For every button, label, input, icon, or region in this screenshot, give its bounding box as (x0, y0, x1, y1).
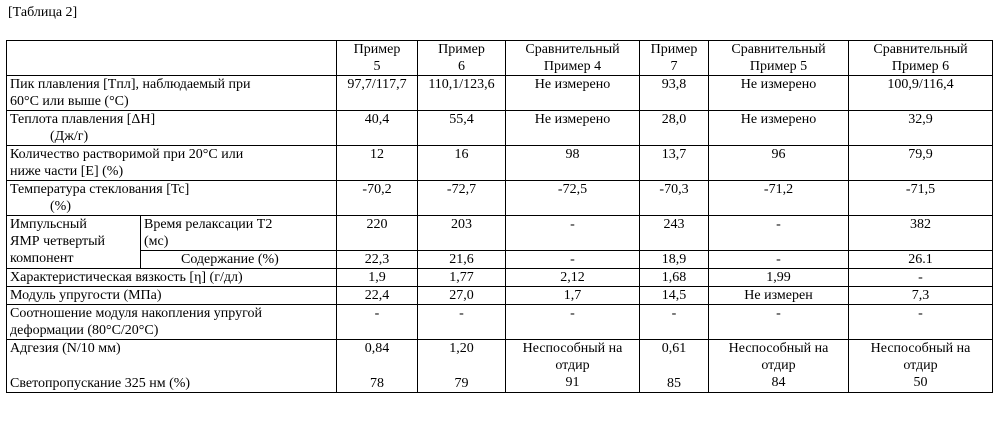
table-cell: -70,3 (640, 181, 709, 216)
table-cell: -71,2 (709, 181, 849, 216)
table-cell: 27,0 (418, 287, 506, 305)
table-row-viscosity: Характеристическая вязкость [η] (г/дл) 1… (7, 269, 993, 287)
table-cell: 1,68 (640, 269, 709, 287)
table-cell: 0,6185 (640, 340, 709, 393)
table-cell: 7,3 (849, 287, 993, 305)
table-cell: 28,0 (640, 111, 709, 146)
table-row-glass-transition: Температура стеклования [Tc](%) -70,2 -7… (7, 181, 993, 216)
table-row-heat-of-fusion: Теплота плавления [ΔH](Дж/г) 40,4 55,4 Н… (7, 111, 993, 146)
row-label: Время релаксации T2(мс) (141, 216, 337, 251)
table-cell: 220 (337, 216, 418, 251)
table-cell: 203 (418, 216, 506, 251)
table-cell: - (849, 305, 993, 340)
table-cell: 1,9 (337, 269, 418, 287)
header-cell: СравнительныйПример 4 (506, 41, 640, 76)
row-label: Теплота плавления [ΔH](Дж/г) (7, 111, 337, 146)
table-cell: 93,8 (640, 76, 709, 111)
row-label: Температура стеклования [Tc](%) (7, 181, 337, 216)
table-cell: - (337, 305, 418, 340)
table-cell: 110,1/123,6 (418, 76, 506, 111)
table-row-adhesion-transmittance: Адгезия (N/10 мм) Светопропускание 325 н… (7, 340, 993, 393)
table-cell: 32,9 (849, 111, 993, 146)
table-cell: - (640, 305, 709, 340)
table-cell: 79,9 (849, 146, 993, 181)
table-caption: [Таблица 2] (8, 4, 77, 22)
table-cell: -72,7 (418, 181, 506, 216)
table-cell: 40,4 (337, 111, 418, 146)
table-cell: Не измерено (709, 111, 849, 146)
table-cell: 1,2079 (418, 340, 506, 393)
table-cell: 0,8478 (337, 340, 418, 393)
header-cell: Пример7 (640, 41, 709, 76)
table-cell: 98 (506, 146, 640, 181)
header-empty-cell (7, 41, 337, 76)
row-label: Пик плавления [Tпл], наблюдаемый при60°C… (7, 76, 337, 111)
table-row-storage-ratio: Соотношение модуля накопления упругойдеф… (7, 305, 993, 340)
table-cell: 100,9/116,4 (849, 76, 993, 111)
table-cell: 18,9 (640, 251, 709, 269)
row-group-label: ИмпульсныйЯМР четвертыйкомпонент (7, 216, 141, 269)
table-cell: 1,7 (506, 287, 640, 305)
table-cell: 55,4 (418, 111, 506, 146)
table-cell: Неспособный наотдир91 (506, 340, 640, 393)
table-cell: - (709, 216, 849, 251)
table-cell: 26.1 (849, 251, 993, 269)
table-cell: Не измерено (709, 76, 849, 111)
table-cell: Неспособный наотдир84 (709, 340, 849, 393)
table-row-melting-peak: Пик плавления [Tпл], наблюдаемый при60°C… (7, 76, 993, 111)
table-cell: -72,5 (506, 181, 640, 216)
row-label: Модуль упругости (МПа) (7, 287, 337, 305)
table-row-nmr-content: Содержание (%) 22,3 21,6 - 18,9 - 26.1 (7, 251, 993, 269)
table-cell: 243 (640, 216, 709, 251)
header-cell: СравнительныйПример 6 (849, 41, 993, 76)
table-cell: -71,5 (849, 181, 993, 216)
table-cell: Неспособный наотдир50 (849, 340, 993, 393)
row-label: Содержание (%) (141, 251, 337, 269)
table-cell: - (506, 251, 640, 269)
table-cell: 21,6 (418, 251, 506, 269)
table-cell: - (849, 269, 993, 287)
row-label: Характеристическая вязкость [η] (г/дл) (7, 269, 337, 287)
header-cell: СравнительныйПример 5 (709, 41, 849, 76)
table-cell: - (506, 305, 640, 340)
table-cell: -70,2 (337, 181, 418, 216)
table-row-soluble-fraction: Количество растворимой при 20°C илиниже … (7, 146, 993, 181)
table-cell: Не измерено (506, 111, 640, 146)
table-row-nmr-relaxation: ИмпульсныйЯМР четвертыйкомпонент Время р… (7, 216, 993, 251)
row-label: Количество растворимой при 20°C илиниже … (7, 146, 337, 181)
table-cell: 97,7/117,7 (337, 76, 418, 111)
table-cell: 2,12 (506, 269, 640, 287)
transmittance-label: Светопропускание 325 нм (%) (10, 375, 190, 392)
header-cell: Пример5 (337, 41, 418, 76)
table-cell: 14,5 (640, 287, 709, 305)
table-cell: 16 (418, 146, 506, 181)
table-cell: - (709, 305, 849, 340)
table-cell: Не измерено (506, 76, 640, 111)
table-cell: 12 (337, 146, 418, 181)
table-cell: - (418, 305, 506, 340)
table-cell: 22,3 (337, 251, 418, 269)
header-row: Пример5 Пример6 СравнительныйПример 4 Пр… (7, 41, 993, 76)
table-cell: 1,77 (418, 269, 506, 287)
table-cell: 96 (709, 146, 849, 181)
adhesion-label: Адгезия (N/10 мм) (10, 340, 121, 357)
table-cell: 382 (849, 216, 993, 251)
table-row-modulus: Модуль упругости (МПа) 22,4 27,0 1,7 14,… (7, 287, 993, 305)
data-table: Пример5 Пример6 СравнительныйПример 4 Пр… (6, 40, 993, 393)
table-cell: 1,99 (709, 269, 849, 287)
table-cell: - (709, 251, 849, 269)
row-label: Адгезия (N/10 мм) Светопропускание 325 н… (7, 340, 337, 393)
header-cell: Пример6 (418, 41, 506, 76)
table-cell: 22,4 (337, 287, 418, 305)
table-cell: 13,7 (640, 146, 709, 181)
table-cell: - (506, 216, 640, 251)
row-label: Соотношение модуля накопления упругойдеф… (7, 305, 337, 340)
table-cell: Не измерен (709, 287, 849, 305)
